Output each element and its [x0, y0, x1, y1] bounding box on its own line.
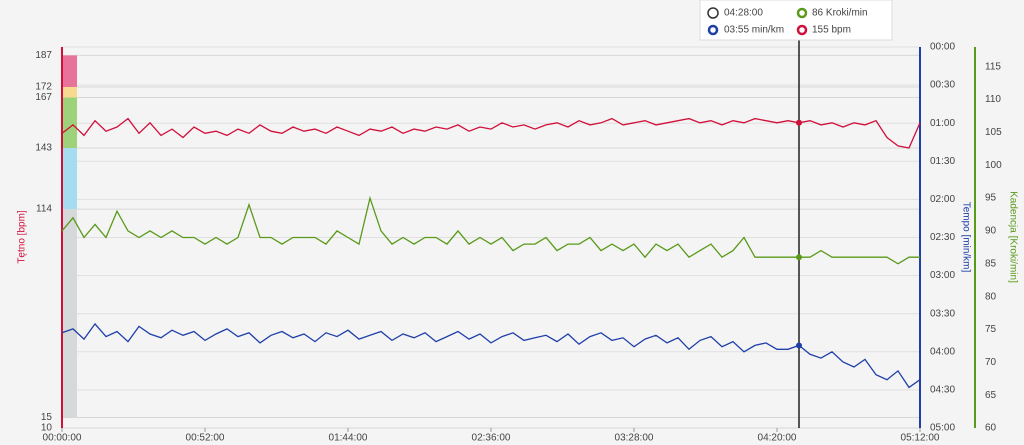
tooltip-hr: 155 bpm: [812, 25, 851, 36]
x-tick-label: 03:28:00: [615, 433, 654, 444]
x-tick-label: 00:00:00: [43, 433, 82, 444]
y2-axis-label: Tempo [min/km]: [960, 202, 971, 273]
y-tick-label: 15: [41, 412, 53, 423]
y3-tick-label: 75: [985, 324, 997, 335]
hr-zone: [62, 148, 77, 210]
y3-tick-label: 115: [985, 61, 1001, 72]
y3-axis-label: Kadencja [Kroki/min]: [1007, 191, 1018, 283]
cursor-point: [796, 342, 802, 349]
y2-tick-label: 00:00: [930, 42, 955, 53]
y2-tick-label: 03:00: [930, 270, 955, 281]
x-tick-label: 05:12:00: [901, 433, 940, 444]
y3-tick-label: 105: [985, 127, 1002, 138]
tooltip: 04:28:00 86 Kroki/min 03:55 min/km 155 b…: [699, 0, 893, 41]
cadence-icon: [796, 7, 808, 19]
y2-tick-label: 00:30: [930, 80, 955, 91]
tooltip-pace: 03:55 min/km: [724, 25, 784, 36]
y3-tick-label: 70: [985, 357, 997, 368]
x-tick-label: 04:20:00: [758, 433, 797, 444]
y3-tick-label: 95: [985, 193, 997, 204]
y-tick-label: 114: [36, 204, 52, 215]
y3-tick-label: 80: [985, 291, 997, 302]
series-line: [61, 117, 921, 149]
y2-tick-label: 02:30: [930, 232, 955, 243]
pace-icon: [707, 24, 719, 36]
y-tick-label: 167: [35, 92, 52, 103]
y2-tick-label: 04:30: [930, 385, 955, 396]
y3-tick-label: 60: [985, 423, 997, 434]
y2-tick-label: 03:30: [930, 308, 955, 319]
y3-tick-label: 65: [985, 390, 997, 401]
y2-tick-label: 04:00: [930, 346, 955, 357]
hr-zone: [62, 86, 77, 98]
y2-tick-label: 01:00: [930, 118, 955, 129]
tooltip-time: 04:28:00: [724, 8, 763, 19]
x-tick-label: 00:52:00: [186, 433, 225, 444]
hr-zone: [62, 55, 77, 87]
y2-tick-label: 05:00: [930, 423, 955, 434]
cursor-point: [796, 254, 802, 261]
y2-tick-label: 02:00: [930, 194, 955, 205]
x-tick-label: 01:44:00: [329, 433, 368, 444]
series-line: [61, 195, 920, 265]
y3-tick-label: 100: [985, 160, 1002, 171]
hr-zone: [62, 209, 77, 418]
hr-zone: [62, 97, 77, 149]
y-tick-label: 187: [35, 50, 52, 61]
cursor-point: [796, 119, 802, 126]
tooltip-cadence: 86 Kroki/min: [812, 8, 868, 19]
y-tick-label: 143: [35, 143, 52, 154]
clock-icon: [707, 7, 719, 19]
y3-tick-label: 110: [985, 94, 1001, 105]
x-tick-label: 02:36:00: [472, 433, 511, 444]
hr-icon: [796, 24, 808, 36]
y-axis-label: Tętno [bpm]: [17, 210, 28, 264]
y-tick-label: 10: [41, 423, 53, 434]
series-line: [61, 322, 921, 389]
y3-tick-label: 85: [985, 258, 997, 269]
y-tick-label: 172: [35, 82, 52, 93]
tooltip-box: [699, 0, 893, 41]
y2-tick-label: 01:30: [930, 156, 955, 167]
y3-tick-label: 90: [985, 226, 997, 237]
